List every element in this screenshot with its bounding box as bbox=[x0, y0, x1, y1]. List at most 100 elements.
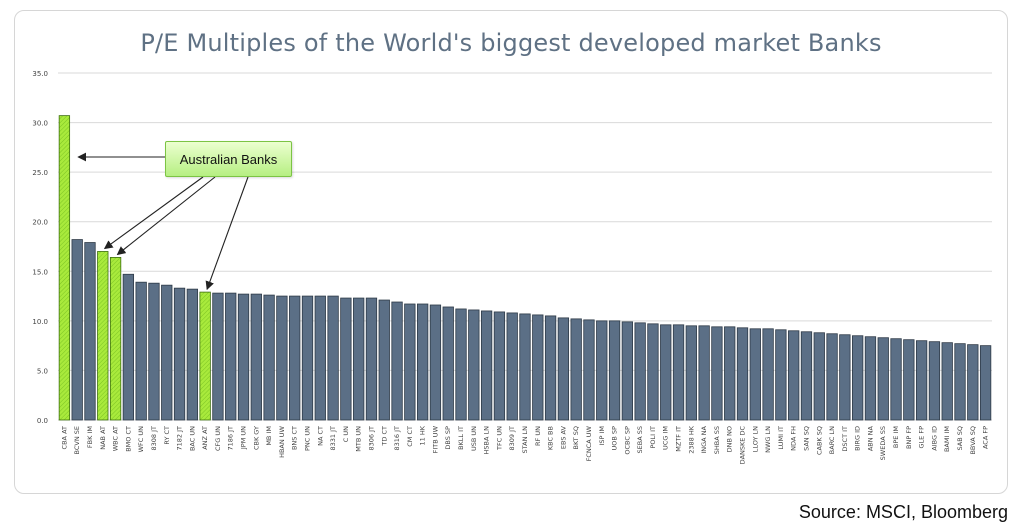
x-tick-label: 8331 JT bbox=[329, 426, 337, 451]
bar-abn-na bbox=[864, 336, 877, 421]
x-tick-label: ISP IM bbox=[598, 426, 606, 446]
x-tick-label: CBK GY bbox=[252, 426, 260, 450]
bar-mb-im bbox=[263, 294, 275, 421]
bar-fcnca-uw bbox=[583, 319, 595, 421]
x-tick-label: BKT SQ bbox=[572, 426, 580, 450]
x-tick-label: NAB AT bbox=[99, 426, 107, 450]
x-tick-label: 8308 JT bbox=[150, 426, 158, 451]
bar-ucg-im bbox=[660, 324, 672, 421]
x-tick-label: 7186 JT bbox=[227, 426, 235, 451]
bar-7182-jt bbox=[173, 287, 186, 421]
x-tick-label: DANSKE DC bbox=[739, 426, 747, 465]
x-tick-label: SAN SQ bbox=[802, 426, 810, 451]
bar-11-hk bbox=[416, 303, 429, 421]
x-tick-label: RY CT bbox=[163, 426, 171, 445]
x-tick-label: MTB UN bbox=[355, 426, 363, 452]
bar-cabk-sq bbox=[813, 332, 825, 421]
bar-dbs-sp bbox=[442, 306, 454, 421]
x-tick-label: GLE FP bbox=[918, 426, 926, 449]
bar-jpm-un bbox=[237, 293, 250, 421]
x-tick-label: BNP FP bbox=[905, 426, 913, 449]
x-tick-label: MZTF IT bbox=[675, 426, 683, 452]
y-tick-label: 5.0 bbox=[37, 367, 48, 375]
x-tick-label: EBS AV bbox=[559, 425, 567, 449]
x-tick-label: HBAN UW bbox=[278, 425, 286, 457]
bar-rf-un bbox=[532, 314, 544, 421]
x-tick-label: 8309 JT bbox=[508, 426, 516, 451]
bar-bpe-im bbox=[890, 338, 902, 421]
x-tick-label: JPM UN bbox=[240, 426, 248, 450]
bar-nwg-ln bbox=[762, 328, 774, 421]
annotation-arrows bbox=[77, 152, 249, 291]
bar-sab-sq bbox=[954, 343, 966, 421]
x-tick-label: 7182 JT bbox=[176, 426, 184, 451]
x-tick-label: BAC UN bbox=[188, 426, 196, 451]
x-tick-label: LLOY LN bbox=[751, 426, 759, 452]
bar-lumi-it bbox=[775, 329, 787, 421]
bar-barc-ln bbox=[826, 333, 838, 421]
x-tick-label: SHBA SS bbox=[713, 426, 721, 454]
bar-bkll-it bbox=[455, 308, 467, 421]
x-tick-label: CM CT bbox=[406, 426, 414, 447]
bar-nab-at bbox=[97, 251, 109, 421]
bar-2388-hk bbox=[685, 325, 697, 421]
bar-usb-un bbox=[468, 309, 480, 421]
x-tick-label: BCVN SE bbox=[73, 426, 81, 455]
bar-aibg-id bbox=[928, 341, 941, 421]
x-tick-label: UCG IM bbox=[662, 426, 670, 450]
x-tick-label: HSBA LN bbox=[483, 426, 491, 455]
bar-bac-un bbox=[186, 288, 198, 421]
bar-td-ct bbox=[378, 299, 390, 421]
x-tick-label: C UN bbox=[342, 426, 350, 442]
bar-cfg-un bbox=[212, 292, 224, 421]
y-tick-label: 35.0 bbox=[32, 70, 48, 78]
bar-shba-ss bbox=[711, 326, 723, 421]
x-tick-label: BPE IM bbox=[892, 426, 900, 448]
x-tick-label: BKLL IT bbox=[457, 426, 465, 450]
x-tick-label: NWG LN bbox=[764, 426, 772, 453]
x-tick-label: PNC UN bbox=[303, 426, 311, 451]
bar-8316-jt bbox=[391, 301, 403, 421]
bar-bns-ct bbox=[289, 295, 301, 421]
x-tick-label: BMO CT bbox=[124, 426, 132, 452]
bar-cba-at bbox=[58, 115, 71, 421]
bar-aca-fp bbox=[979, 345, 992, 421]
x-tick-label: OCBC SP bbox=[623, 426, 631, 455]
bar-bbva-sq bbox=[967, 344, 979, 421]
x-tick-label: 8306 JT bbox=[367, 426, 375, 451]
x-tick-label: NA CT bbox=[316, 426, 324, 446]
bar-birg-id bbox=[852, 335, 864, 421]
x-tick-label: CFG UN bbox=[214, 426, 222, 451]
bar-bmo-ct bbox=[122, 273, 135, 421]
x-tick-label: USB UN bbox=[470, 426, 478, 451]
bar-seba-ss bbox=[634, 322, 646, 421]
x-tick-label: ABN NA bbox=[866, 425, 874, 451]
x-tick-label: INGA NA bbox=[700, 425, 708, 453]
x-tick-label: DSCT IT bbox=[841, 426, 849, 452]
bar-sweda-ss bbox=[877, 337, 889, 421]
bar-c-un bbox=[340, 297, 352, 421]
annotation-arrow bbox=[205, 176, 249, 291]
x-tick-label: NDA FH bbox=[790, 426, 798, 451]
bar-uob-sp bbox=[608, 320, 621, 421]
y-axis-ticks: 0.0 5.0 10.0 15.0 20.0 25.0 30.0 35.0 bbox=[32, 70, 48, 425]
x-tick-label: ACA FP bbox=[982, 426, 990, 449]
x-tick-label: CBA AT bbox=[60, 426, 68, 449]
x-tick-label: BNS CT bbox=[291, 426, 299, 450]
bar-fitb-uw bbox=[429, 304, 442, 421]
bar-dsct-it bbox=[839, 334, 851, 421]
annotation-arrow bbox=[103, 176, 204, 250]
bar-bcvn-se bbox=[71, 239, 83, 421]
bar-mtb-un bbox=[353, 297, 365, 421]
bar-inga-na bbox=[698, 325, 710, 421]
x-tick-label: CABK SQ bbox=[815, 426, 823, 455]
bar-lloy-ln bbox=[749, 328, 761, 421]
annotation-label: Australian Banks bbox=[165, 141, 292, 177]
annotation-arrow bbox=[116, 176, 216, 256]
x-tick-label: BARC LN bbox=[828, 426, 836, 454]
bar-stan-ln bbox=[519, 313, 531, 421]
x-tick-label: BBVA SQ bbox=[969, 426, 977, 455]
x-tick-label: KBC BB bbox=[547, 426, 555, 450]
x-axis-ticks: CBA AT BCVN SE FBK IM NAB AT WBC AT BMO CT WFC… bbox=[60, 425, 989, 464]
